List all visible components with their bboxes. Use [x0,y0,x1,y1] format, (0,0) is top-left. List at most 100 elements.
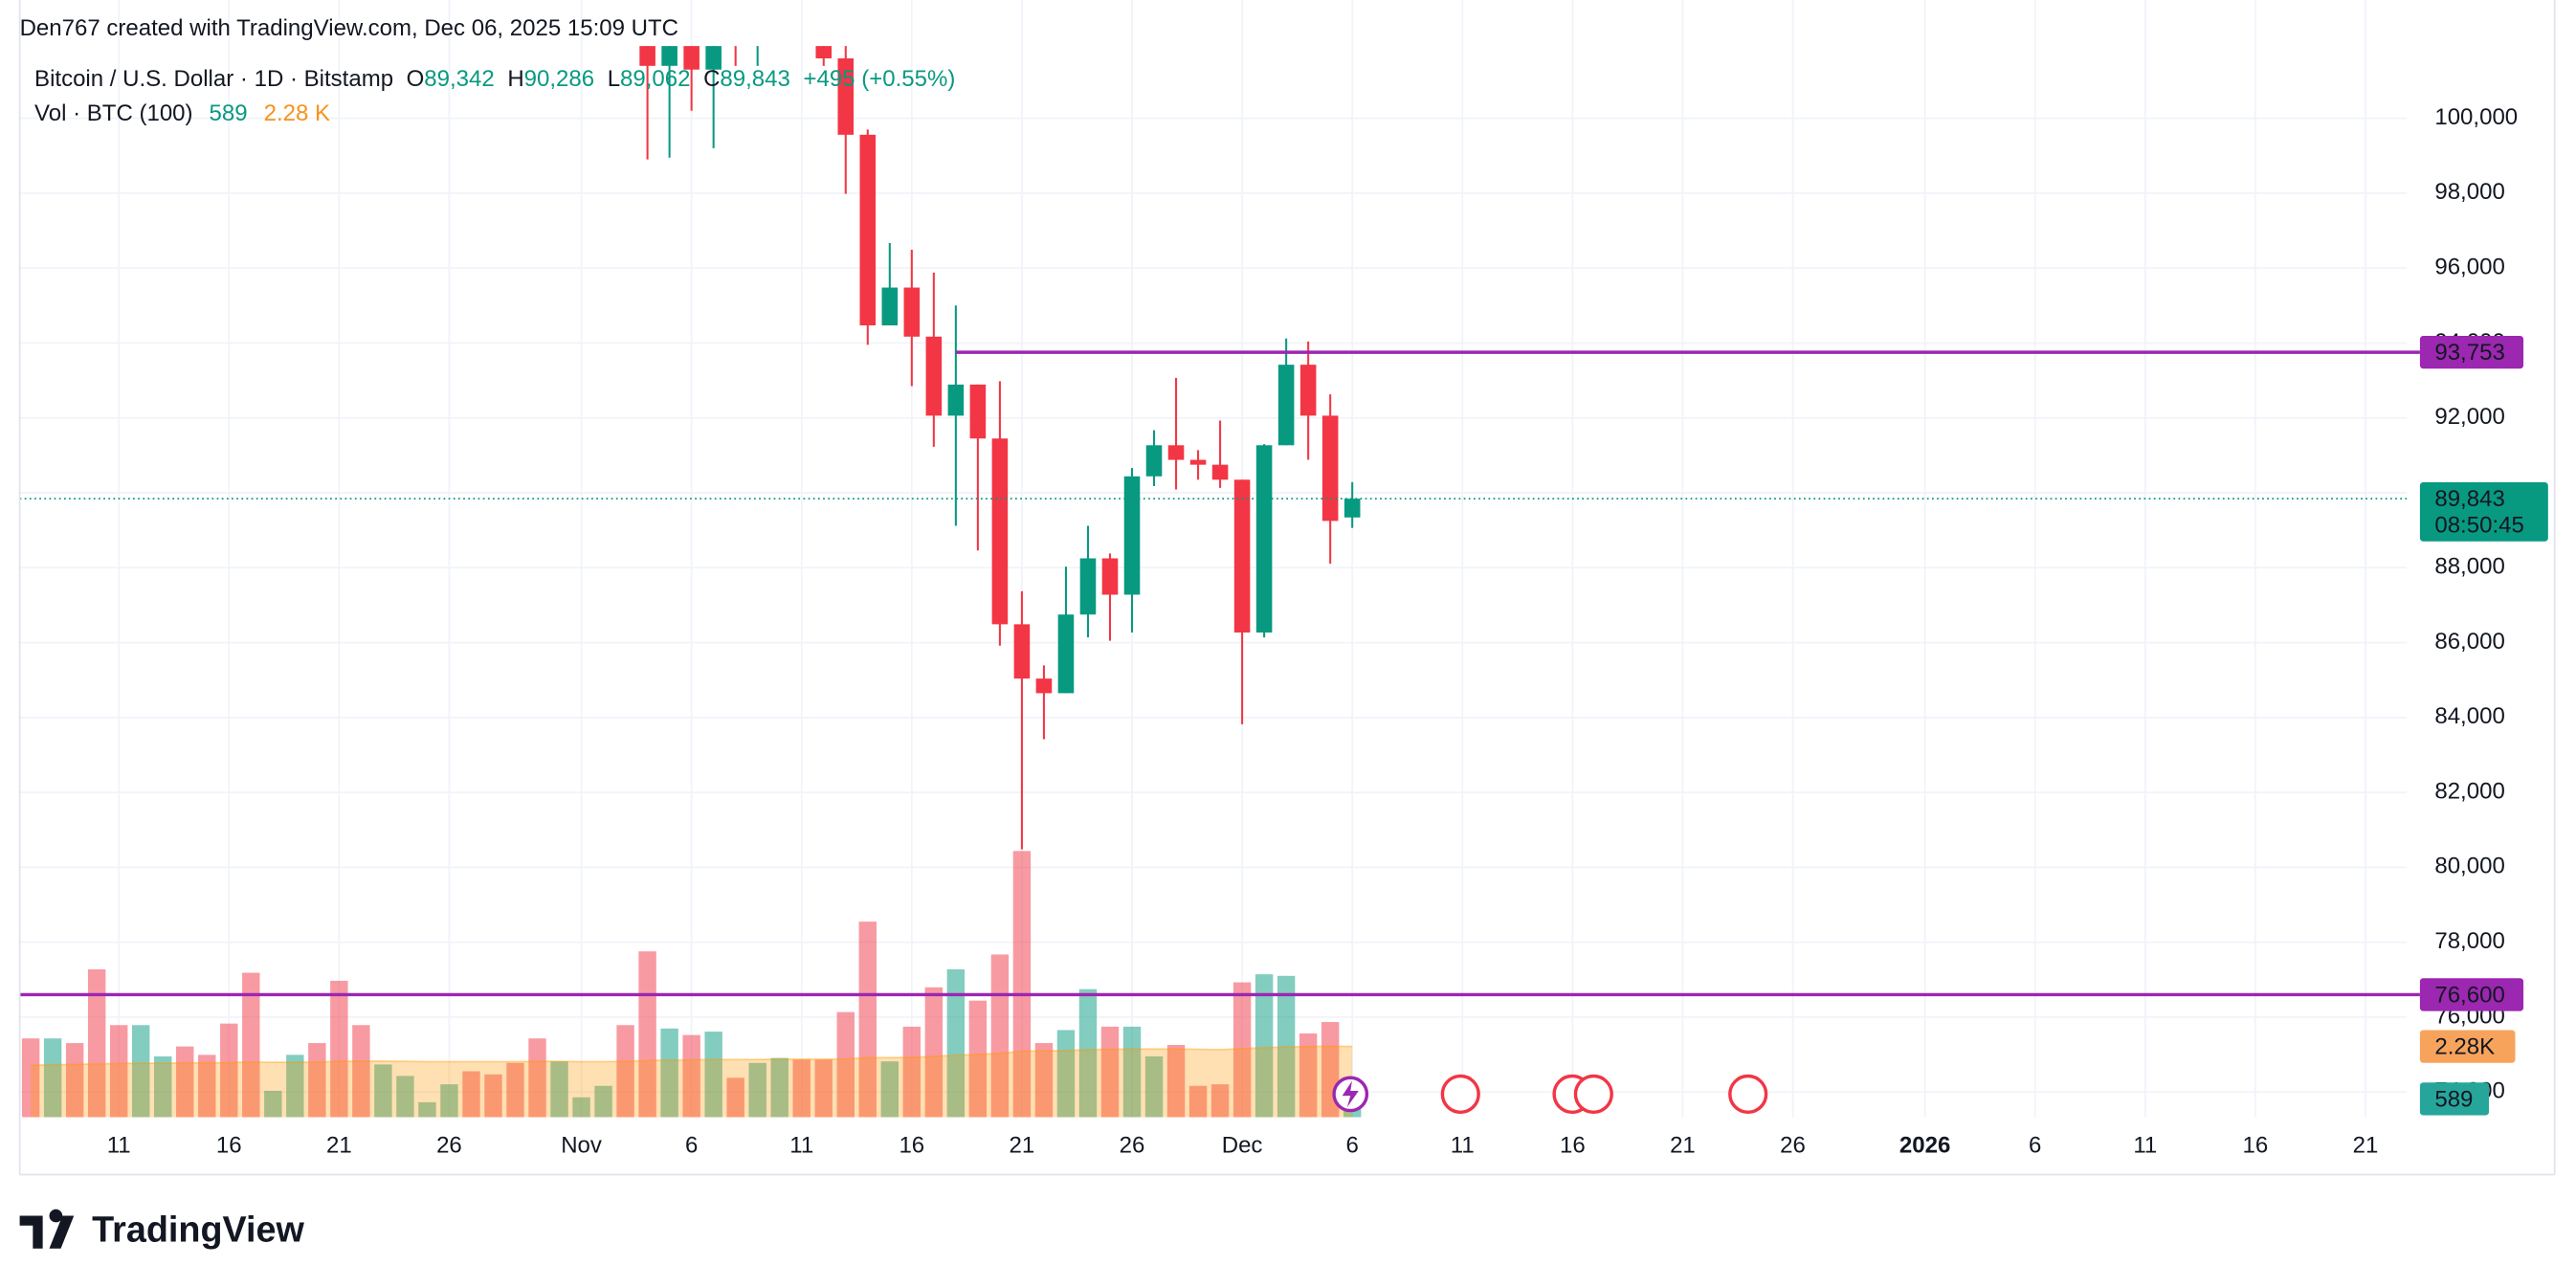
x-tick-label: 6 [2029,1133,2041,1159]
candle-body [837,57,855,135]
candle-body [1211,464,1229,480]
volume-bar [1210,1084,1230,1118]
volume-ma-box [2419,1030,2516,1063]
volume-bar [43,1038,62,1118]
brand: TradingView [19,1209,305,1251]
volume-bar [21,1038,40,1118]
candle-body [881,287,899,326]
volume-bar [462,1071,480,1118]
x-tick-label: 11 [107,1133,131,1159]
legend-line: Bitcoin / U.S. Dollar · 1D · Bitstamp O8… [34,66,955,92]
volume-bar [638,951,656,1118]
volume-ma-line [31,1045,1353,1066]
volume-bar [726,1077,744,1118]
candle-body [1057,614,1075,694]
volume-bar [682,1034,700,1118]
candle-body [683,46,700,70]
x-tick-label: 6 [1346,1133,1359,1159]
volume-bar [528,1038,546,1118]
volume-bar [1012,851,1032,1118]
legend-value: 90,286 [524,66,594,92]
volume-bar [704,1032,722,1118]
candle-body [639,46,655,66]
y-tick-label: 86,000 [2434,629,2504,655]
candle-body [991,438,1009,625]
volume-ma-label: 2.28K [2434,1034,2495,1060]
x-tick-label: 21 [1010,1133,1035,1159]
candle-body [705,46,722,70]
candle-body [1123,476,1141,595]
y-tick-label: 92,000 [2434,404,2504,430]
y-tick-label: 98,000 [2434,179,2504,205]
candle-body [1013,624,1031,679]
volume-bar [242,972,260,1118]
volume-bar [1232,982,1252,1118]
volume-label: 589 [2434,1086,2473,1112]
candle-body [1145,445,1163,477]
volume-bar [1144,1055,1164,1118]
volume-bar [1255,974,1274,1118]
volume-bar [902,1026,922,1118]
candle-body [947,384,965,416]
x-tick-label: Nov [561,1133,602,1159]
price-label: 76,600 [2434,983,2504,1009]
candle-body [815,46,833,58]
volume-bar [176,1046,194,1118]
volume-bar [1299,1033,1318,1118]
x-tick-label: Dec [1222,1133,1263,1159]
legend-symbol: Bitcoin / U.S. Dollar · 1D · Bitstamp [34,66,393,92]
event-icon [1342,1080,1359,1108]
volume-bar [858,922,877,1118]
legend-value: 589 [210,101,248,127]
x-tick-label: 21 [326,1133,352,1159]
volume-bar [770,1057,788,1118]
candle-body [1079,558,1097,615]
volume-bar [330,980,348,1118]
y-tick-label: 82,000 [2434,778,2504,804]
candle-body [1299,365,1317,416]
candle-body [661,46,677,66]
legend-vol: Vol · BTC (100) [34,101,193,127]
volume-bar [131,1025,150,1118]
volume-ma-area [31,1046,1353,1118]
x-tick-label: 16 [899,1133,924,1159]
candle-body [1233,479,1251,633]
countdown: 08:50:45 [2434,513,2523,539]
candle-body [1189,459,1207,465]
y-tick-label: 88,000 [2434,554,2504,580]
volume-bar [1034,1043,1054,1118]
volume-bar [968,1000,988,1118]
volume-bar [1100,1026,1120,1118]
price-label: 93,753 [2434,340,2504,366]
legend-key: L [608,66,620,92]
x-tick-label: 6 [685,1133,698,1159]
volume-bar [924,987,944,1118]
volume-bar [1188,1085,1208,1118]
event-icon [1573,1074,1613,1115]
volume-bar [198,1055,216,1118]
x-tick-label: 16 [216,1133,242,1159]
volume-pane [21,851,1362,1118]
volume-bar [308,1043,326,1118]
price-label: 89,843 [2434,486,2504,512]
price-label-box [2419,335,2524,369]
x-tick-label: 16 [1560,1133,1586,1159]
event-icons [1332,1074,1768,1115]
y-tick-label: 84,000 [2434,703,2504,729]
overlays: 11 16 21 26 Nov 6 11 16 21 26 Dec 6 11 16 21 26 2026 6 11 1… [19,104,2548,1159]
candle-body [925,336,943,416]
candle-body [969,384,987,439]
volume-bar [660,1028,678,1118]
x-tick-label: 21 [2353,1133,2379,1159]
volume-bar [792,1059,811,1118]
legend-value: 89,342 [424,66,494,92]
volume-box [2419,1082,2490,1116]
event-icon [1728,1074,1768,1115]
volume-bar [748,1062,766,1118]
candle-body [1101,558,1119,595]
volume-bar [374,1064,392,1118]
x-tick-label: 26 [1120,1133,1145,1159]
x-tick-label: 16 [2243,1133,2269,1159]
volume-bar [418,1101,436,1118]
